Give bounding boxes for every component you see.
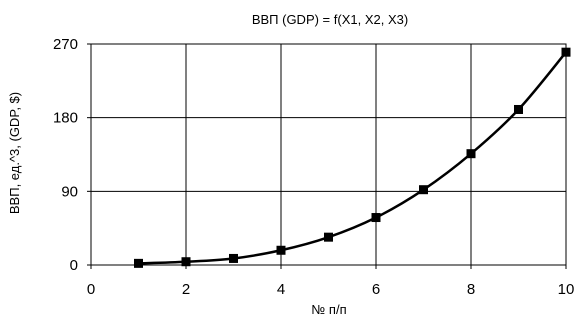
tick-labels: 0 2 4 6 8 10 0 90 180 270 (53, 36, 574, 298)
x-axis-label: № п/п (311, 302, 346, 317)
y-axis-label: ВВП, ед.^3, (GDP, $) (7, 92, 22, 214)
data-point-0-3 (276, 245, 286, 255)
data-point-0-9 (561, 47, 571, 57)
x-tick-label-2: 4 (277, 281, 285, 298)
data-point-0-7 (466, 149, 476, 159)
data-point-0-4 (324, 232, 333, 242)
x-tick-label-5: 10 (558, 281, 575, 298)
y-tick-label-1: 90 (61, 183, 78, 200)
data-point-0-0 (134, 258, 143, 268)
grid-lines (91, 44, 566, 265)
data-point-0-6 (419, 185, 428, 195)
data-point-0-8 (514, 104, 523, 114)
x-tick-label-3: 6 (372, 281, 380, 298)
data-series (134, 47, 571, 268)
x-tick-label-1: 2 (182, 281, 190, 298)
series-line-0 (138, 51, 567, 265)
data-point-0-5 (371, 213, 381, 223)
data-point-0-2 (229, 253, 238, 263)
plot-frame (90, 43, 567, 266)
data-point-0-1 (181, 257, 191, 267)
y-tick-label-2: 180 (53, 110, 78, 127)
chart-title: ВВП (GDP) = f(X1, X2, X3) (252, 12, 408, 27)
y-tick-label-3: 270 (53, 36, 78, 53)
x-tick-label-4: 8 (467, 281, 475, 298)
x-tick-label-0: 0 (87, 281, 95, 298)
y-tick-label-0: 0 (70, 257, 78, 274)
